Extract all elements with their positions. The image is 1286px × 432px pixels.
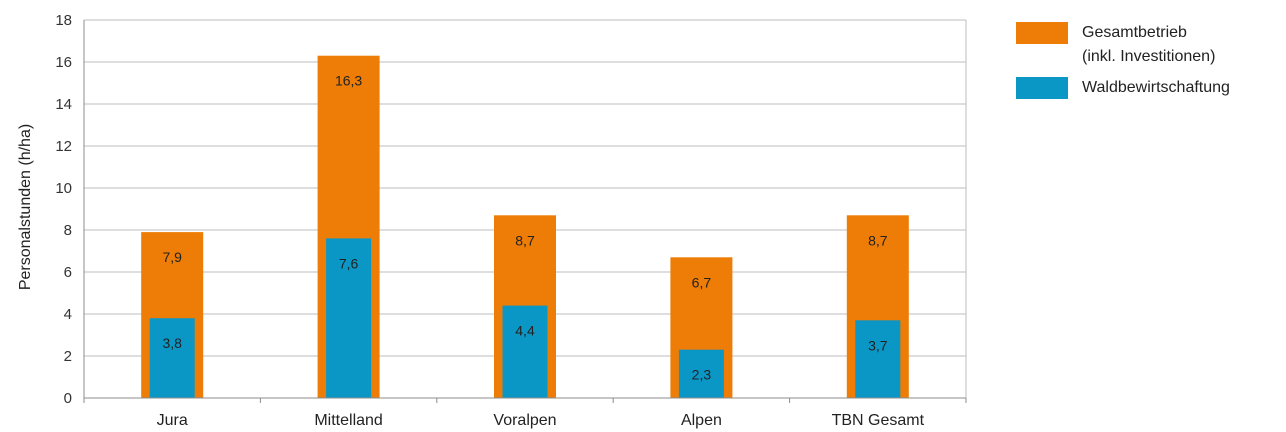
bars: 7,9 3,8 16,3 7,6 8,7 4,4 6,7 2,3 8,7 3,7 xyxy=(141,55,909,398)
y-tick-label: 8 xyxy=(64,222,72,239)
legend-label-waldbewirtschaftung: Waldbewirtschaftung xyxy=(1082,76,1230,100)
grid-lines xyxy=(84,19,967,398)
bar-waldbewirtschaftung xyxy=(502,305,548,398)
legend-label-gesamtbetrieb: Gesamtbetrieb (inkl. Investitionen) xyxy=(1082,21,1215,69)
axes: 0 2 4 6 8 10 12 14 16 18 Jura Mittelland Voralpen Alp… xyxy=(55,12,967,429)
data-label-waldbewirtschaftung: 3,7 xyxy=(868,337,888,353)
x-category-label: TBN Gesamt xyxy=(832,412,925,429)
y-tick-label: 12 xyxy=(55,138,72,155)
data-label-gesamtbetrieb: 16,3 xyxy=(335,73,362,89)
y-tick-label: 2 xyxy=(64,348,72,365)
data-label-gesamtbetrieb: 8,7 xyxy=(515,232,535,248)
legend-label-line-2: (inkl. Investitionen) xyxy=(1082,48,1216,65)
bar-waldbewirtschaftung xyxy=(678,349,724,398)
legend: Gesamtbetrieb (inkl. Investitionen) Wald… xyxy=(1016,22,1281,108)
data-label-waldbewirtschaftung: 3,8 xyxy=(162,335,182,351)
x-category-label: Alpen xyxy=(681,412,722,429)
y-tick-label: 14 xyxy=(55,96,72,113)
legend-swatch-waldbewirtschaftung xyxy=(1016,77,1068,99)
data-label-gesamtbetrieb: 8,7 xyxy=(868,232,888,248)
x-category-label: Voralpen xyxy=(493,412,556,429)
data-label-gesamtbetrieb: 7,9 xyxy=(162,249,182,265)
legend-label-line-1: Gesamtbetrieb xyxy=(1082,24,1187,41)
y-tick-label: 6 xyxy=(64,264,72,281)
y-tick-label: 0 xyxy=(64,390,72,407)
bar-chart: 7,9 3,8 16,3 7,6 8,7 4,4 6,7 2,3 8,7 3,7 0 2 4 6 8 10 1… xyxy=(17,12,967,429)
y-tick-label: 4 xyxy=(64,306,72,323)
bar-waldbewirtschaftung xyxy=(149,318,195,398)
legend-item-waldbewirtschaftung: Waldbewirtschaftung xyxy=(1016,77,1281,100)
y-tick-label: 18 xyxy=(55,12,72,29)
legend-label-line: Waldbewirtschaftung xyxy=(1082,79,1230,96)
data-label-waldbewirtschaftung: 7,6 xyxy=(339,255,359,271)
data-label-waldbewirtschaftung: 2,3 xyxy=(692,367,712,383)
y-tick-label: 10 xyxy=(55,180,72,197)
legend-item-gesamtbetrieb: Gesamtbetrieb (inkl. Investitionen) xyxy=(1016,22,1281,69)
x-category-label: Mittelland xyxy=(314,412,382,429)
bar-waldbewirtschaftung xyxy=(326,238,372,398)
data-label-gesamtbetrieb: 6,7 xyxy=(692,274,712,290)
y-tick-label: 16 xyxy=(55,54,72,71)
y-axis-label: Personalstunden (h/ha) xyxy=(17,124,34,290)
x-category-label: Jura xyxy=(157,412,188,429)
data-label-waldbewirtschaftung: 4,4 xyxy=(515,323,535,339)
bar-waldbewirtschaftung xyxy=(855,320,901,398)
legend-swatch-gesamtbetrieb xyxy=(1016,22,1068,44)
